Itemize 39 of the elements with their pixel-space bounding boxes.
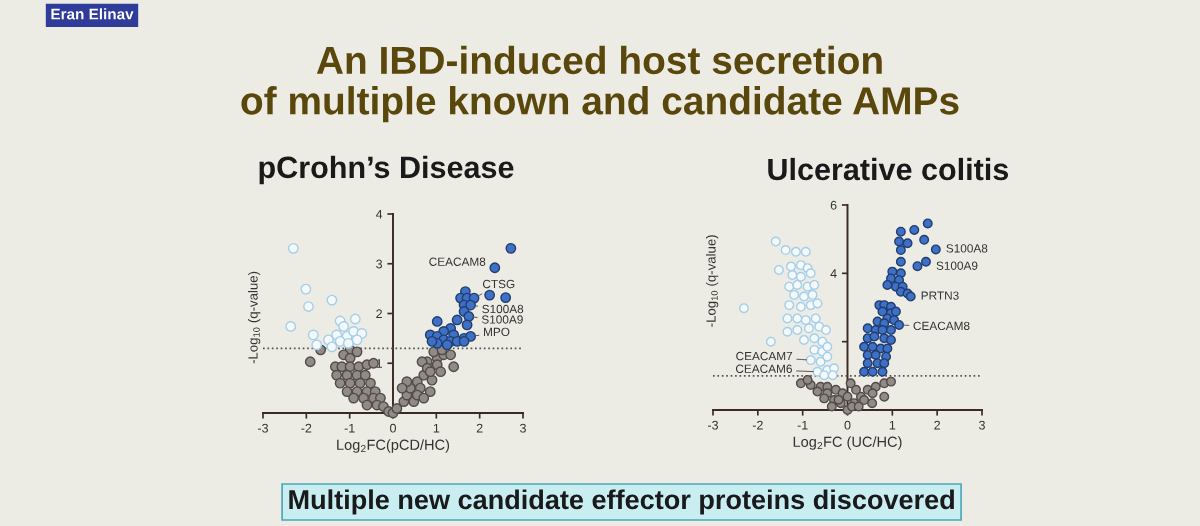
x-tick-label: -3 bbox=[258, 423, 269, 433]
annotation: CEACAM7 bbox=[736, 351, 793, 361]
x-tick-label: -2 bbox=[301, 423, 312, 433]
x-tick-label: -2 bbox=[752, 420, 763, 430]
x-tick-label: 0 bbox=[844, 420, 851, 430]
y-axis-title: -Log$_{10}$ (q-value) bbox=[705, 235, 719, 327]
annotation: S100A8 bbox=[946, 244, 988, 253]
y-tick-label: 6 bbox=[830, 200, 837, 210]
y-tick-label: 3 bbox=[376, 259, 383, 269]
annotation: MPO bbox=[484, 327, 510, 337]
x-tick-label: 1 bbox=[889, 420, 896, 430]
annotation: CEACAM6 bbox=[735, 364, 792, 373]
x-tick-label: 1 bbox=[433, 423, 440, 433]
chart-title: pCrohn’s Disease bbox=[259, 155, 514, 185]
y-tick-label: 4 bbox=[830, 269, 837, 278]
x-tick-label: -1 bbox=[797, 420, 808, 430]
x-tick-label: 2 bbox=[934, 420, 941, 430]
x-axis-title: Log$_{2}$FC (UC/HC) bbox=[793, 436, 902, 450]
y-axis-title: -Log$_{10}$ (q-value) bbox=[248, 271, 261, 364]
annotation: CTSG bbox=[482, 279, 515, 289]
x-tick-label: 2 bbox=[476, 423, 483, 433]
annotation: S100A8 bbox=[482, 304, 524, 314]
annotation: CEACAM8 bbox=[429, 257, 486, 266]
annotation: CEACAM8 bbox=[913, 321, 970, 331]
x-axis-title: Log$_{2}$FC(pCD/HC) bbox=[337, 439, 450, 453]
x-tick-label: -1 bbox=[344, 423, 355, 433]
chart-title: Ulcerative colitis bbox=[768, 157, 1009, 181]
text: An IBD-induced host secretion of multiple known and candidate AMPs bbox=[241, 45, 959, 123]
y-tick-label: 4 bbox=[375, 209, 383, 219]
text: Eran Elinav bbox=[51, 8, 134, 20]
x-tick-label: -3 bbox=[708, 420, 719, 430]
annotation: PRTN3 bbox=[921, 291, 959, 300]
x-tick-label: 3 bbox=[979, 420, 985, 430]
x-tick-label: 3 bbox=[520, 423, 526, 433]
annotation: S100A9 bbox=[481, 315, 523, 324]
y-tick-label: 2 bbox=[376, 309, 382, 319]
text: Multiple new candidate effector proteins discovered bbox=[289, 489, 954, 515]
annotation: S100A9 bbox=[936, 261, 978, 270]
x-tick-label: 0 bbox=[390, 423, 396, 433]
